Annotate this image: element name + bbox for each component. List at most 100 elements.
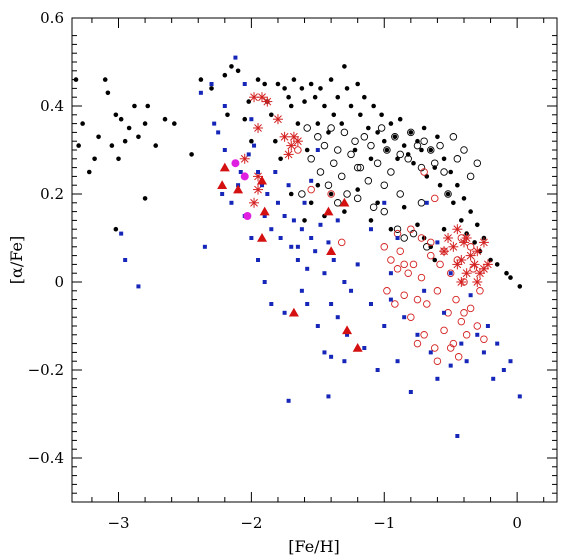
data-point [381, 138, 387, 144]
data-point [233, 184, 244, 194]
data-point [431, 194, 439, 203]
data-point [322, 103, 327, 109]
data-point [460, 146, 468, 154]
x-axis-label: [Fe/H] [288, 537, 340, 556]
data-point [309, 236, 314, 240]
data-point [153, 143, 159, 148]
data-point [240, 172, 249, 181]
data-point [504, 270, 509, 276]
data-point [445, 191, 451, 197]
data-point [262, 96, 273, 107]
data-point [400, 291, 408, 299]
data-point [420, 137, 428, 145]
data-point [252, 143, 257, 148]
data-point [253, 123, 264, 133]
axis-tick-labels: −3 −2 −1 0 −0.4 −0.2 0 0.2 0.4 0.6 [28, 9, 522, 532]
data-point [400, 260, 408, 269]
data-point [452, 295, 460, 304]
data-point [469, 265, 478, 273]
data-point [229, 64, 234, 69]
data-point [420, 168, 428, 176]
data-point [302, 200, 307, 205]
data-point [494, 262, 500, 267]
data-point [242, 82, 247, 86]
data-point [249, 138, 254, 144]
data-point [337, 238, 346, 247]
data-point [375, 368, 380, 372]
data-point [485, 324, 490, 328]
data-point [243, 212, 252, 220]
data-point [288, 307, 299, 317]
data-point [453, 155, 462, 163]
data-point [109, 143, 115, 148]
data-point [501, 368, 506, 372]
data-point [364, 177, 373, 185]
data-point [352, 343, 363, 352]
data-point [404, 155, 412, 163]
data-point [360, 133, 369, 141]
data-point [377, 124, 386, 132]
data-point [437, 182, 443, 188]
data-point [347, 150, 355, 159]
data-point [295, 121, 301, 126]
data-point [282, 86, 287, 91]
data-point [474, 222, 480, 228]
data-point [282, 214, 287, 218]
data-point [313, 249, 318, 254]
data-point [331, 258, 336, 262]
data-point [392, 134, 398, 140]
data-point [269, 112, 274, 118]
data-point [356, 163, 365, 172]
data-point [249, 117, 254, 122]
data-point [123, 258, 128, 262]
data-point [291, 77, 297, 82]
data-point [448, 169, 453, 175]
data-point [326, 240, 331, 245]
data-point [294, 146, 302, 154]
data-point [335, 94, 341, 100]
data-point [395, 236, 400, 240]
data-point [327, 124, 335, 132]
data-point [219, 162, 230, 172]
x-tick-label: −1 [373, 514, 395, 532]
data-point [320, 141, 329, 150]
data-points [73, 55, 523, 438]
data-point [401, 204, 407, 210]
data-point [435, 134, 440, 140]
data-point [262, 214, 267, 218]
data-point [380, 207, 389, 216]
data-point [466, 243, 475, 251]
data-point [302, 99, 307, 104]
y-tick-label: 0.6 [40, 9, 64, 27]
data-point [326, 394, 331, 399]
data-point [478, 237, 489, 248]
data-point [342, 64, 347, 69]
data-point [322, 350, 327, 355]
data-point [145, 103, 151, 109]
data-point [387, 168, 395, 176]
data-point [329, 302, 334, 306]
data-point [387, 256, 395, 264]
data-point [468, 209, 473, 214]
data-point [288, 191, 294, 197]
data-point [326, 246, 337, 255]
data-point [304, 147, 310, 153]
data-point [456, 277, 467, 287]
data-point [86, 169, 92, 175]
data-point [481, 350, 486, 355]
data-point [327, 190, 335, 198]
data-point [460, 309, 468, 317]
data-point [334, 146, 342, 154]
data-point [295, 258, 300, 262]
data-point [352, 147, 358, 153]
data-point [455, 434, 460, 438]
data-point [375, 200, 380, 206]
data-point [366, 125, 371, 131]
data-point [142, 196, 148, 201]
data-point [307, 185, 315, 194]
data-point [395, 359, 400, 364]
y-tick-label: 0 [54, 273, 64, 291]
data-point [400, 234, 408, 242]
data-point [472, 277, 483, 287]
